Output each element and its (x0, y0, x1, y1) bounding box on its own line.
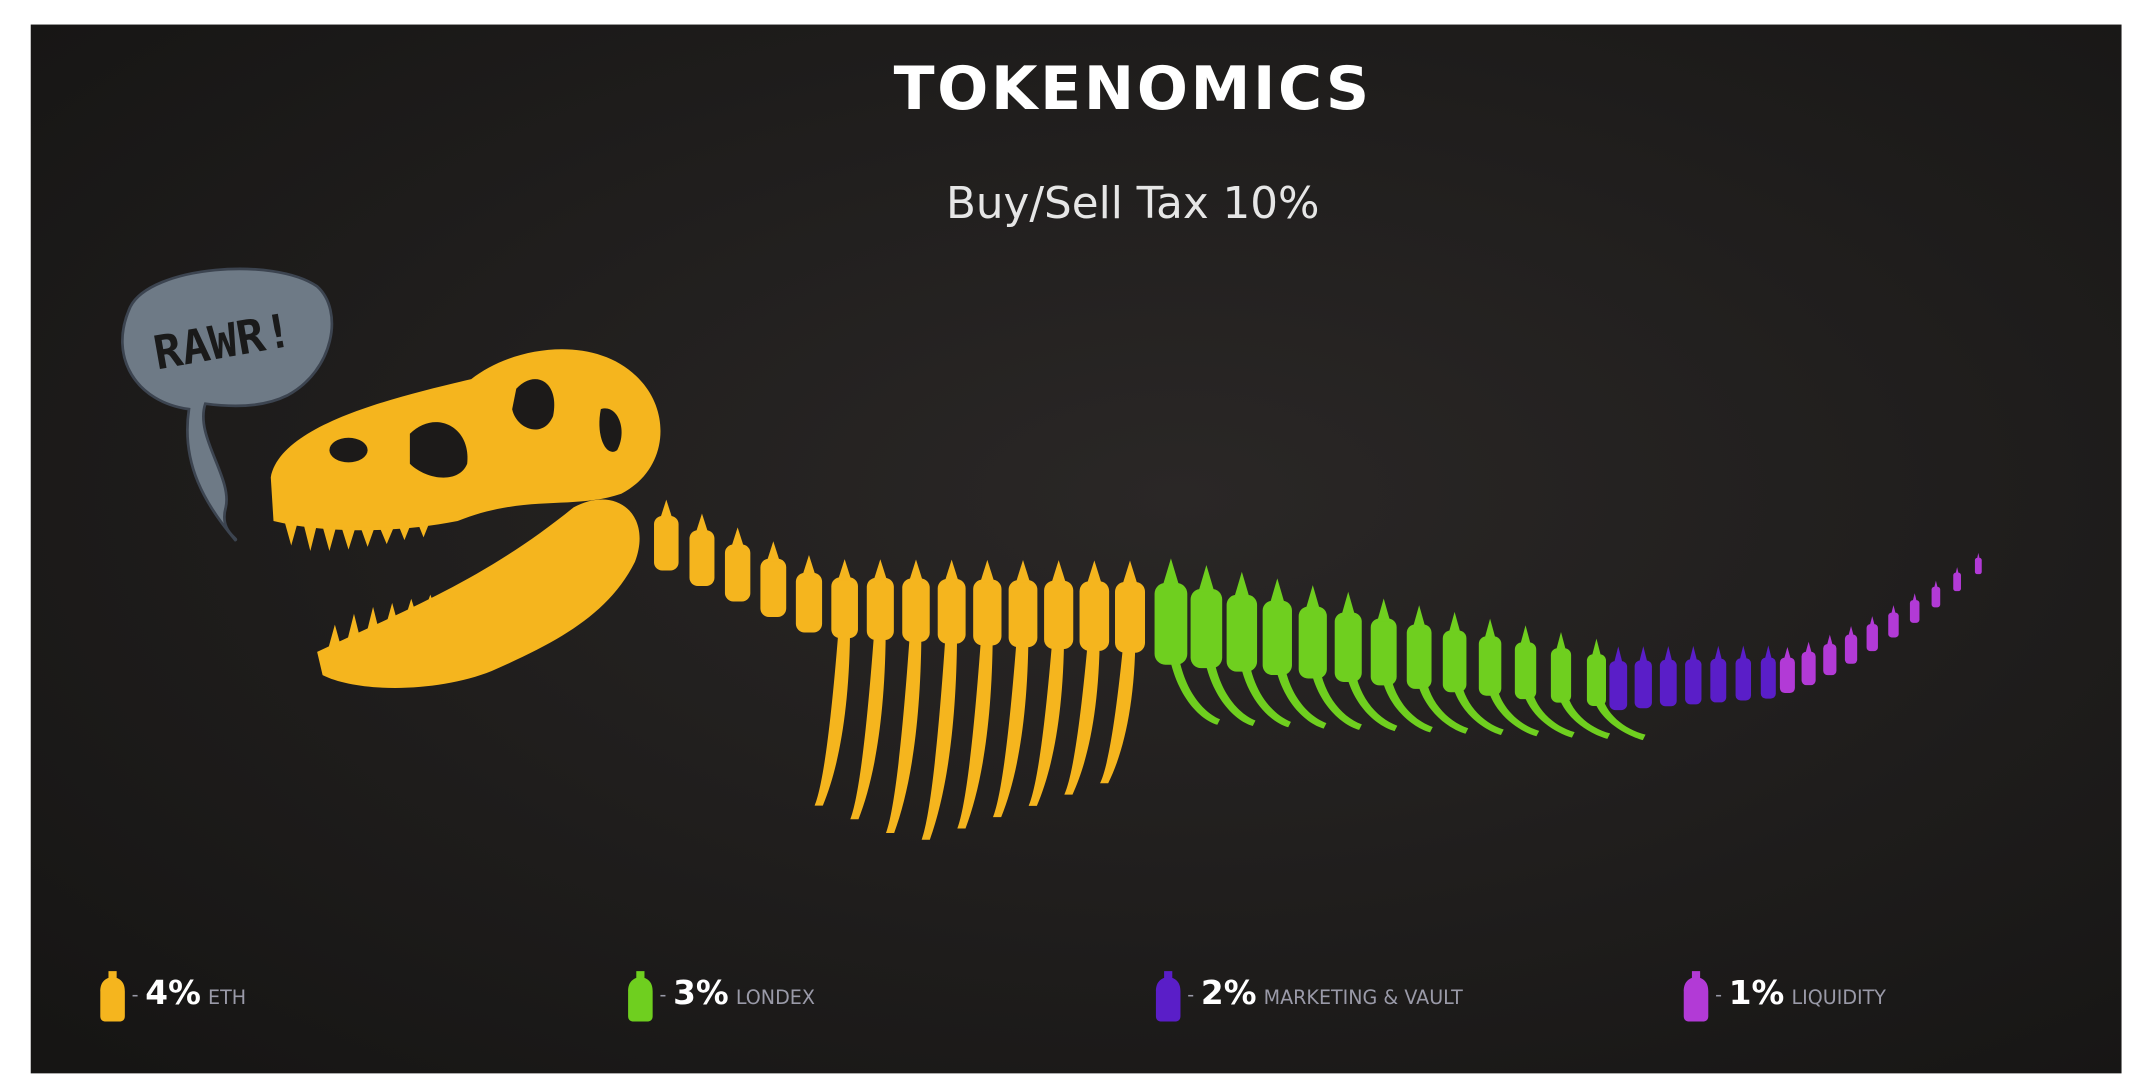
vertebra (1407, 624, 1432, 688)
vertebra (1515, 642, 1536, 699)
vertebra (796, 573, 822, 633)
vertebra (1888, 613, 1898, 638)
subtitle: Buy/Sell Tax 10% (946, 178, 1320, 229)
vertebra (1710, 659, 1726, 703)
vertebra (1115, 582, 1145, 653)
vertebra (1761, 658, 1776, 699)
vertebra (1227, 595, 1257, 672)
vertebra (938, 579, 966, 644)
vertebra (1263, 601, 1292, 675)
vertebra (1910, 600, 1920, 623)
vertebra (1587, 654, 1606, 706)
legend-dash: - (1187, 983, 1194, 1006)
legend-label: LIQUIDITY (1791, 986, 1886, 1009)
vertebra (760, 559, 786, 617)
page: TOKENOMICS Buy/Sell Tax 10% RAWR! - 4% E… (0, 0, 2140, 1087)
vertebra (1609, 661, 1627, 710)
vertebra (1932, 587, 1941, 608)
title: TOKENOMICS (894, 54, 1372, 124)
vertebra (1551, 648, 1571, 702)
vertebra (1044, 581, 1073, 649)
vertebra (1802, 652, 1816, 685)
legend-percent: 4% (145, 974, 201, 1012)
vertebra (1867, 624, 1878, 651)
vertebra (725, 544, 750, 601)
vertebra (1479, 636, 1502, 695)
vertebra (1736, 658, 1751, 700)
tokenomics-banner: TOKENOMICS Buy/Sell Tax 10% RAWR! - 4% E… (0, 0, 2140, 1087)
legend-dash: - (1715, 983, 1722, 1006)
vertebra (1155, 583, 1188, 665)
vertebra (831, 577, 858, 638)
vertebra (1191, 589, 1223, 668)
vertebra (867, 578, 894, 640)
vertebra (1335, 613, 1362, 682)
vertebra (1443, 630, 1467, 692)
vertebra (1009, 580, 1038, 647)
vertebra (1080, 581, 1110, 651)
vertebra (1780, 658, 1795, 693)
legend-dash: - (132, 983, 139, 1006)
vertebra (973, 580, 1001, 646)
vertebra (1845, 635, 1857, 664)
legend-label: ETH (208, 986, 246, 1009)
legend-percent: 1% (1729, 974, 1785, 1012)
vertebra (1685, 659, 1701, 704)
legend-label: MARKETING & VAULT (1264, 986, 1464, 1009)
vertebra (1635, 660, 1652, 708)
vertebra (1953, 573, 1961, 591)
legend-percent: 3% (673, 974, 729, 1012)
vertebra (1299, 607, 1327, 679)
vertebra (1660, 660, 1677, 706)
vertebra (654, 516, 679, 571)
legend-dash: - (659, 983, 666, 1006)
legend-label: LONDEX (736, 986, 815, 1009)
vertebra (1823, 644, 1836, 675)
vertebra (1371, 619, 1397, 686)
vertebra (902, 578, 929, 641)
legend-percent: 2% (1201, 974, 1257, 1012)
vertebra (689, 530, 714, 586)
